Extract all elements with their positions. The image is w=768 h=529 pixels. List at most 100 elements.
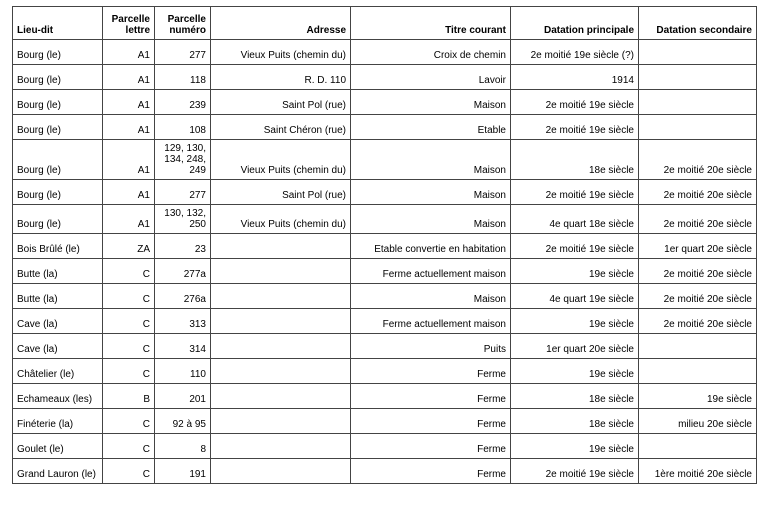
- cell-lieu: Echameaux (les): [13, 384, 103, 409]
- cell-adresse: [211, 309, 351, 334]
- cell-lettre: C: [103, 284, 155, 309]
- cell-lettre: A1: [103, 180, 155, 205]
- cell-adresse: Vieux Puits (chemin du): [211, 40, 351, 65]
- cell-titre: Ferme actuellement maison: [351, 309, 511, 334]
- cell-numero: 239: [155, 90, 211, 115]
- cell-adresse: [211, 284, 351, 309]
- cell-dat1: 19e siècle: [511, 259, 639, 284]
- cell-numero: 118: [155, 65, 211, 90]
- cell-lieu: Bourg (le): [13, 205, 103, 234]
- cell-lettre: A1: [103, 205, 155, 234]
- cell-dat1: 4e quart 18e siècle: [511, 205, 639, 234]
- cell-lettre: C: [103, 459, 155, 484]
- cell-dat2: 2e moitié 20e siècle: [639, 205, 757, 234]
- cell-lieu: Bourg (le): [13, 40, 103, 65]
- cell-dat1: 2e moitié 19e siècle (?): [511, 40, 639, 65]
- col-parcelle-lettre: Parcelle lettre: [103, 7, 155, 40]
- table-row: Châtelier (le)C110Ferme19e siècle: [13, 359, 757, 384]
- table-row: Bourg (le)A1129, 130, 134, 248, 249Vieux…: [13, 140, 757, 180]
- cell-lettre: A1: [103, 140, 155, 180]
- table-row: Cave (la)C314Puits1er quart 20e siècle: [13, 334, 757, 359]
- table-row: Butte (la)C277aFerme actuellement maison…: [13, 259, 757, 284]
- cell-adresse: Saint Pol (rue): [211, 180, 351, 205]
- cell-titre: Maison: [351, 90, 511, 115]
- cell-adresse: R. D. 110: [211, 65, 351, 90]
- cell-dat2: [639, 334, 757, 359]
- cell-numero: 277a: [155, 259, 211, 284]
- col-datation-secondaire: Datation secondaire: [639, 7, 757, 40]
- cell-lettre: ZA: [103, 234, 155, 259]
- table-row: Echameaux (les)B201Ferme18e siècle19e si…: [13, 384, 757, 409]
- cell-adresse: Vieux Puits (chemin du): [211, 205, 351, 234]
- cell-numero: 201: [155, 384, 211, 409]
- cell-dat2: [639, 65, 757, 90]
- cell-numero: 92 à 95: [155, 409, 211, 434]
- cell-lieu: Cave (la): [13, 334, 103, 359]
- cell-adresse: Saint Chéron (rue): [211, 115, 351, 140]
- cell-dat2: [639, 90, 757, 115]
- cell-dat1: 2e moitié 19e siècle: [511, 90, 639, 115]
- cell-numero: 23: [155, 234, 211, 259]
- cell-adresse: [211, 459, 351, 484]
- table-body: Bourg (le)A1277Vieux Puits (chemin du)Cr…: [13, 40, 757, 484]
- cell-titre: Ferme: [351, 359, 511, 384]
- cell-dat1: 19e siècle: [511, 434, 639, 459]
- cell-dat1: 2e moitié 19e siècle: [511, 180, 639, 205]
- cell-titre: Etable: [351, 115, 511, 140]
- cell-dat2: [639, 40, 757, 65]
- cell-dat1: 18e siècle: [511, 409, 639, 434]
- cell-lieu: Bourg (le): [13, 115, 103, 140]
- cell-lieu: Goulet (le): [13, 434, 103, 459]
- table-row: Grand Lauron (le)C191Ferme2e moitié 19e …: [13, 459, 757, 484]
- cell-dat2: [639, 434, 757, 459]
- table-row: Butte (la)C276aMaison4e quart 19e siècle…: [13, 284, 757, 309]
- cell-dat1: 19e siècle: [511, 359, 639, 384]
- cell-adresse: [211, 434, 351, 459]
- cell-adresse: Saint Pol (rue): [211, 90, 351, 115]
- cell-lettre: C: [103, 359, 155, 384]
- cell-adresse: [211, 334, 351, 359]
- table-row: Finéterie (la)C92 à 95Ferme18e sièclemil…: [13, 409, 757, 434]
- cell-lettre: C: [103, 409, 155, 434]
- cell-numero: 110: [155, 359, 211, 384]
- cell-numero: 277: [155, 180, 211, 205]
- cell-adresse: [211, 384, 351, 409]
- table-header: Lieu-dit Parcelle lettre Parcelle numéro…: [13, 7, 757, 40]
- cell-numero: 277: [155, 40, 211, 65]
- cell-adresse: [211, 234, 351, 259]
- cell-titre: Croix de chemin: [351, 40, 511, 65]
- cell-numero: 314: [155, 334, 211, 359]
- table-row: Bourg (le)A1277Vieux Puits (chemin du)Cr…: [13, 40, 757, 65]
- cell-adresse: [211, 359, 351, 384]
- cell-titre: Ferme: [351, 384, 511, 409]
- cell-adresse: [211, 259, 351, 284]
- cell-lieu: Butte (la): [13, 259, 103, 284]
- cell-titre: Maison: [351, 284, 511, 309]
- cell-lettre: A1: [103, 115, 155, 140]
- cell-numero: 129, 130, 134, 248, 249: [155, 140, 211, 180]
- cell-lieu: Bourg (le): [13, 65, 103, 90]
- col-adresse: Adresse: [211, 7, 351, 40]
- cell-adresse: [211, 409, 351, 434]
- cell-titre: Lavoir: [351, 65, 511, 90]
- cell-titre: Puits: [351, 334, 511, 359]
- cell-lettre: C: [103, 434, 155, 459]
- cell-lettre: C: [103, 259, 155, 284]
- header-row: Lieu-dit Parcelle lettre Parcelle numéro…: [13, 7, 757, 40]
- cell-titre: Maison: [351, 205, 511, 234]
- table-row: Bourg (le)A1277Saint Pol (rue)Maison2e m…: [13, 180, 757, 205]
- cell-lettre: A1: [103, 90, 155, 115]
- cell-numero: 130, 132, 250: [155, 205, 211, 234]
- cell-titre: Maison: [351, 180, 511, 205]
- table-row: Goulet (le)C8Ferme19e siècle: [13, 434, 757, 459]
- cell-numero: 8: [155, 434, 211, 459]
- cell-titre: Ferme: [351, 409, 511, 434]
- cell-lettre: A1: [103, 40, 155, 65]
- col-titre-courant: Titre courant: [351, 7, 511, 40]
- col-parcelle-numero: Parcelle numéro: [155, 7, 211, 40]
- cell-adresse: Vieux Puits (chemin du): [211, 140, 351, 180]
- cell-numero: 276a: [155, 284, 211, 309]
- cell-numero: 313: [155, 309, 211, 334]
- cell-lieu: Butte (la): [13, 284, 103, 309]
- cell-lettre: A1: [103, 65, 155, 90]
